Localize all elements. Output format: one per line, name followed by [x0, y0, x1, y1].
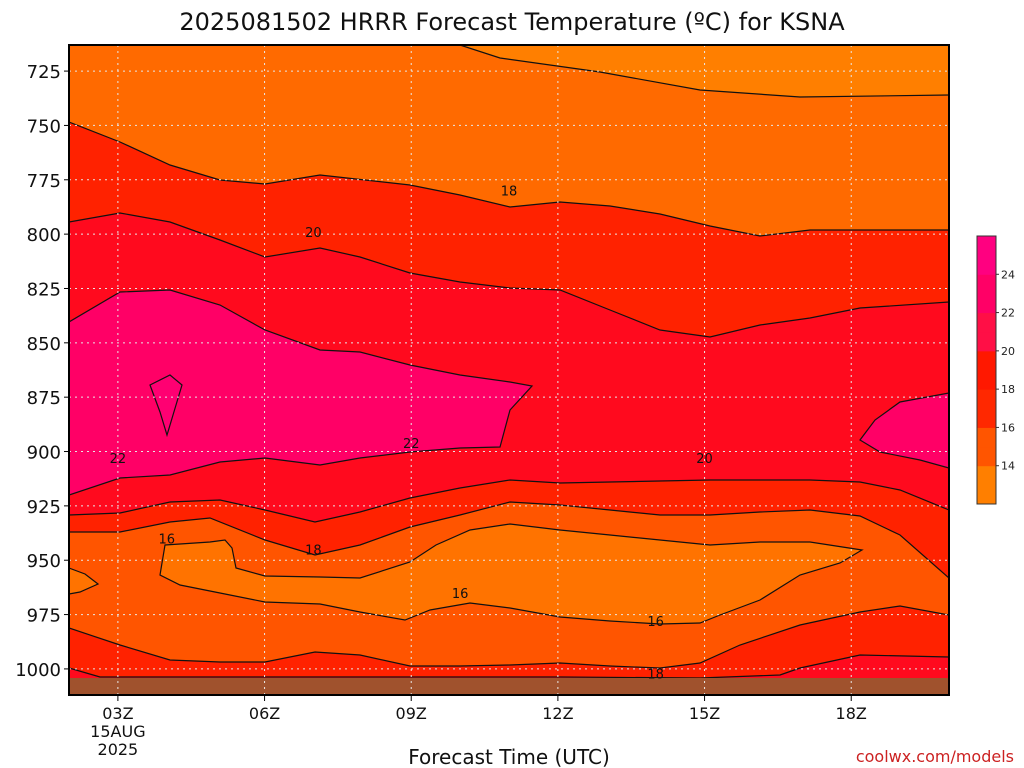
band-left-pocket: [69, 568, 98, 594]
contour-label-text-2: 22: [110, 452, 127, 467]
x-tick-label-2: 09Z: [396, 704, 427, 723]
y-tick-label-6: 875: [27, 388, 61, 409]
contour-label-5: 16: [159, 532, 176, 547]
x-tick-label-1: 06Z: [249, 704, 280, 723]
credit-text: coolwx.com/models: [856, 747, 1014, 766]
x-date-label-1: 2025: [98, 740, 139, 759]
y-tick-label-4: 825: [27, 279, 61, 300]
y-tick-label-0: 725: [27, 62, 61, 83]
band-22-right: [860, 393, 949, 468]
x-tick-label-4: 15Z: [689, 704, 720, 723]
colorbar-label-4: 22: [1001, 307, 1015, 320]
colorbar-frame: [976, 235, 997, 505]
colorbar-segment-12: [977, 255, 996, 275]
band-14-16-pocket: [160, 524, 862, 624]
grid-lines: [69, 45, 949, 695]
y-tick-label-5: 850: [27, 334, 61, 355]
plot-frame: [68, 44, 950, 696]
band-24-pocket: [150, 375, 182, 435]
colorbar-segment-4: [977, 408, 996, 428]
colorbar-segment-9: [977, 312, 996, 333]
ground-fill: [69, 678, 949, 695]
plot-area: [69, 45, 949, 695]
y-tick-label-2: 775: [27, 171, 61, 192]
y-tick-label-1: 750: [27, 116, 61, 137]
colorbar-segment-11: [977, 274, 996, 294]
colorbar-segment-6: [977, 370, 996, 390]
contour-label-3: 22: [403, 437, 420, 452]
y-tick-label-11: 1000: [15, 660, 61, 681]
colorbar-segment-1: [977, 465, 996, 486]
x-tick-label-3: 12Z: [542, 704, 573, 723]
y-axis: 725 750 775 800 825 850 875 900 925 950 975 1000: [15, 62, 69, 681]
x-date-label-0: 15AUG: [90, 722, 145, 741]
band-22-24: [69, 290, 532, 495]
y-tick-label-3: 800: [27, 225, 61, 246]
y-tick-label-10: 975: [27, 606, 61, 627]
contour-label-4: 20: [696, 452, 713, 467]
y-tick-label-7: 900: [27, 443, 61, 464]
contour-label-6: 18: [305, 543, 322, 558]
colorbar: 14 16 18 20 22 24: [976, 235, 1015, 505]
band-top-14-16: [69, 45, 949, 97]
contour-label-text-5: 16: [159, 532, 176, 547]
colorbar-segment-13: [977, 236, 996, 256]
colorbar-segment-2: [977, 446, 996, 467]
contour-label-text-1: 20: [305, 226, 322, 241]
contour-label-9: 18: [647, 667, 664, 682]
colorbar-label-2: 18: [1001, 383, 1015, 396]
colorbar-segment-10: [977, 293, 996, 314]
contour-label-text-6: 18: [305, 543, 322, 558]
x-tick-label-5: 18Z: [836, 704, 867, 723]
contour-label-text-3: 22: [403, 437, 420, 452]
colorbar-label-3: 20: [1001, 345, 1015, 358]
contour-label-8: 16: [647, 615, 664, 630]
x-tick-label-0: 03Z: [102, 704, 133, 723]
colorbar-segment-3: [977, 427, 996, 448]
band-18-20-bottom: [69, 606, 949, 695]
contour-label-text-4: 20: [696, 452, 713, 467]
contour-label-0: 18: [501, 185, 518, 200]
colorbar-label-0: 14: [1001, 460, 1015, 473]
contour-label-text-7: 16: [452, 587, 469, 602]
contour-label-text-8: 16: [647, 615, 664, 630]
colorbar-segment-5: [977, 389, 996, 409]
colorbar-label-1: 16: [1001, 421, 1015, 434]
y-tick-label-9: 950: [27, 551, 61, 572]
contour-label-1: 20: [305, 226, 322, 241]
colorbar-segment-8: [977, 331, 996, 352]
colorbar-segment-7: [977, 350, 996, 371]
chart-title: 2025081502 HRRR Forecast Temperature (ºC…: [179, 8, 845, 36]
contour-label-2: 22: [110, 452, 127, 467]
contour-label-text-9: 18: [647, 667, 664, 682]
colorbar-segment-0: [977, 484, 996, 505]
contour-lines: [69, 45, 949, 679]
colorbar-label-5: 24: [1001, 268, 1015, 281]
contour-label-text-0: 18: [501, 185, 518, 200]
x-axis-label: Forecast Time (UTC): [408, 745, 610, 768]
contour-label-7: 16: [452, 587, 469, 602]
y-tick-label-8: 925: [27, 497, 61, 518]
contour-labels: 18 20 22 22 20 16 18 16 16 18: [110, 185, 713, 683]
